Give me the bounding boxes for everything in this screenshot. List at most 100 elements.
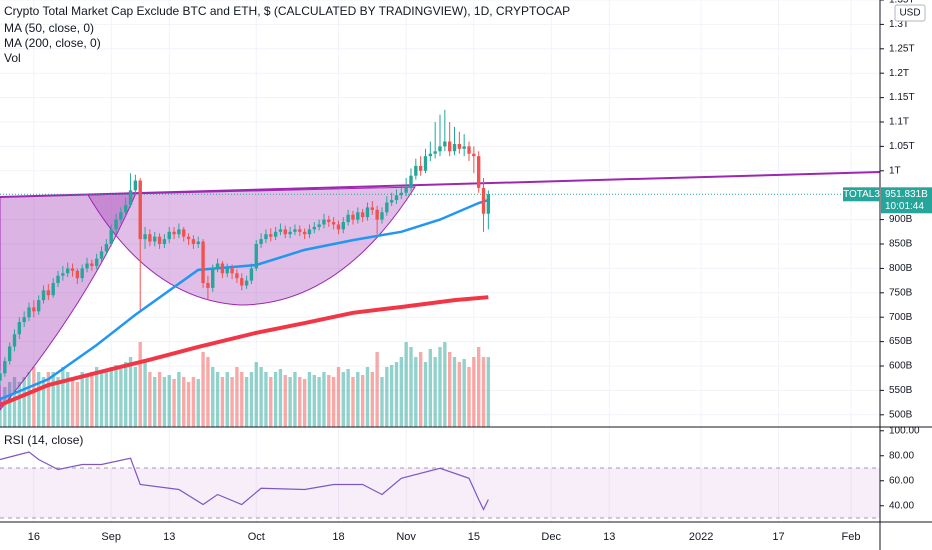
candle-body <box>46 290 51 296</box>
candle-body <box>452 143 457 152</box>
moving-averages <box>0 198 489 407</box>
candle-body <box>235 273 239 279</box>
volume-bar <box>95 367 99 427</box>
volume-bar <box>220 377 225 427</box>
grid <box>0 0 880 522</box>
x-tick-label: 2022 <box>689 531 713 543</box>
volume-bar <box>254 362 258 427</box>
candle-body <box>56 275 60 284</box>
ma-line <box>0 198 489 401</box>
legend-ma200: MA (200, close, 0) <box>4 36 101 50</box>
volume-bar <box>3 387 7 427</box>
volume-bar <box>244 377 249 427</box>
volume-bar <box>438 347 442 427</box>
legend-vol: Vol <box>4 51 21 65</box>
candle-body <box>288 231 292 235</box>
y-tick-label: 1.2T <box>889 68 909 79</box>
x-tick-label: 18 <box>332 531 344 543</box>
candle-body <box>104 244 109 252</box>
candle-body <box>61 273 65 276</box>
volume-bar <box>99 372 104 427</box>
volume-bar <box>56 377 60 427</box>
volume-bar <box>128 357 133 427</box>
volume-bar <box>206 357 210 427</box>
volume-bar <box>114 365 118 427</box>
candle-body <box>191 239 196 244</box>
candle-body <box>476 156 481 188</box>
y-tick-label: 1.35T <box>889 0 915 6</box>
candle-body <box>307 229 312 235</box>
candle-body <box>196 241 200 244</box>
candles <box>0 109 491 386</box>
candle-body <box>66 268 70 274</box>
volume-bar <box>75 382 80 427</box>
volume-bar <box>230 377 234 427</box>
candle-body <box>240 278 244 286</box>
candle-body <box>341 222 345 230</box>
candle-body <box>486 194 491 214</box>
candle-body <box>438 146 442 152</box>
candle-body <box>273 231 278 237</box>
candle-body <box>177 229 181 235</box>
candle-body <box>75 270 80 279</box>
y-tick-label: 500B <box>889 409 913 420</box>
candle-body <box>472 153 476 157</box>
x-tick-label: 13 <box>163 531 175 543</box>
volume-bar <box>302 379 307 427</box>
candle-body <box>399 192 404 196</box>
candle-body <box>27 307 31 318</box>
candle-body <box>389 200 394 203</box>
y-tick-label: 700B <box>889 312 913 323</box>
candle-body <box>312 226 316 230</box>
volume-bar <box>399 357 404 427</box>
volume-bar <box>70 377 75 427</box>
volume-bar <box>409 347 413 427</box>
candle-body <box>211 268 215 288</box>
volume-bar <box>7 382 12 427</box>
rsi-tick-label: 80.00 <box>889 450 914 461</box>
candle-body <box>365 207 370 218</box>
volume-bar <box>162 377 167 427</box>
candle-body <box>143 234 147 240</box>
currency: USD <box>899 8 920 19</box>
candle-body <box>346 214 350 223</box>
candle-body <box>481 187 486 214</box>
volume-bar <box>433 357 437 427</box>
volume-bar <box>235 367 239 427</box>
volume-bar <box>196 379 200 427</box>
volume-bar <box>12 377 17 427</box>
y-tick-label: 550B <box>889 385 913 396</box>
x-tick-label: 17 <box>772 531 784 543</box>
candle-body <box>457 143 462 149</box>
candle-body <box>80 268 84 279</box>
candle-body <box>114 219 118 230</box>
x-tick-label: Sep <box>101 531 121 543</box>
candle-body <box>433 151 437 154</box>
volume-bar <box>153 377 157 427</box>
volume-bar <box>259 367 263 427</box>
volume-bar <box>264 372 268 427</box>
volume-bar <box>249 372 254 427</box>
candle-body <box>264 234 268 240</box>
candle-body <box>22 317 26 323</box>
candle-body <box>418 165 423 171</box>
volume-bar <box>157 372 162 427</box>
candle-body <box>283 229 287 235</box>
volume-bar <box>486 357 491 427</box>
volume-bar <box>418 352 423 427</box>
candle-body <box>259 239 263 244</box>
candle-body <box>70 268 75 271</box>
candle-body <box>327 219 331 223</box>
x-tick-label: 15 <box>468 531 480 543</box>
x-tick-label: Oct <box>248 531 265 543</box>
volume-bar <box>389 365 394 427</box>
candle-body <box>17 322 22 335</box>
volume-bar <box>312 375 316 427</box>
volume-bar <box>225 372 229 427</box>
volume-bar <box>481 357 486 427</box>
candle-body <box>36 300 41 312</box>
candle-body <box>124 204 128 213</box>
volume-bar <box>288 377 292 427</box>
candle-body <box>230 268 234 274</box>
volume-bar <box>27 372 31 427</box>
